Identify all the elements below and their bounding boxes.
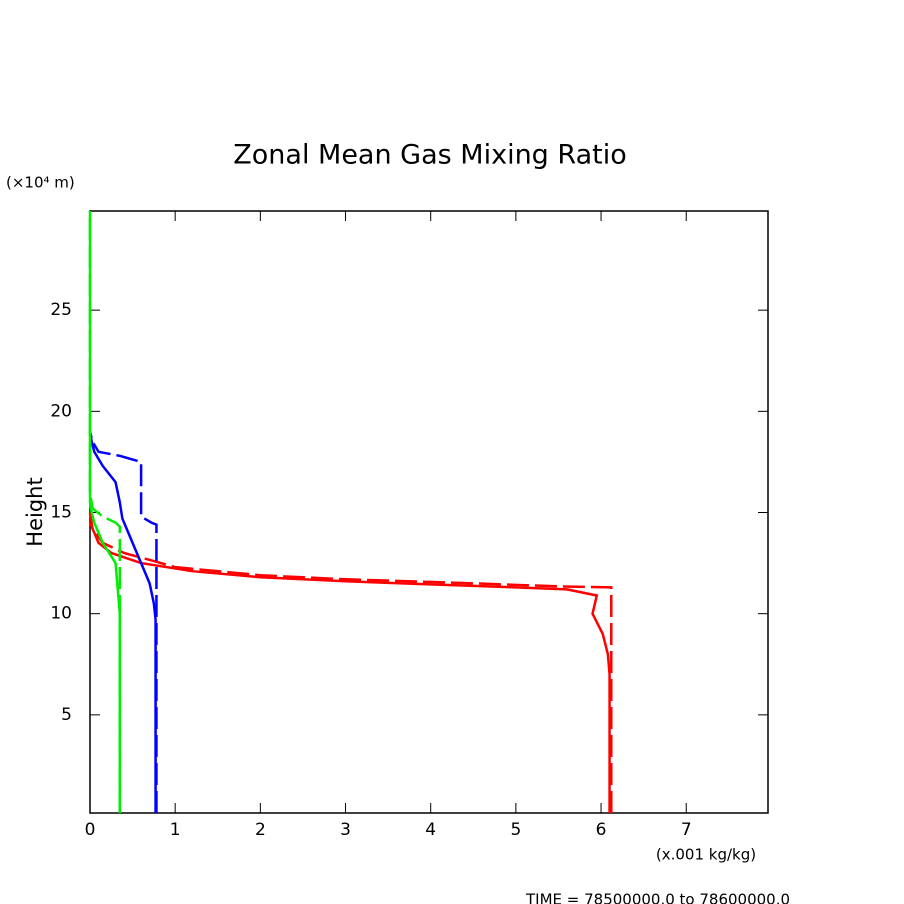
profile-line [88,522,611,813]
y-tick-label: 25 [50,300,72,320]
profile-line [88,512,613,813]
chart-title: Zonal Mean Gas Mixing Ratio [233,140,626,171]
profile-line [88,431,157,813]
profile-line [88,211,122,813]
x-tick-label: 3 [340,820,351,840]
profile-line [88,211,122,813]
y-unit: (×10⁴ m) [6,174,75,192]
x-tick-label: 5 [510,820,521,840]
x-tick-label: 6 [596,820,607,840]
profile-line [88,431,158,813]
y-tick-label: 15 [50,503,72,523]
y-tick-label: 5 [61,705,72,725]
y-tick-label: 20 [50,401,72,421]
x-tick-label: 4 [425,820,436,840]
plot-frame [89,210,769,814]
x-tick-label: 7 [681,820,692,840]
y-axis-label: Height [23,477,47,546]
x-tick-label: 2 [255,820,266,840]
x-tick-label: 1 [170,820,181,840]
footer: TIME = 78500000.0 to 78600000.0 [525,891,790,904]
x-tick-label: 0 [85,820,96,840]
x-unit: (x.001 kg/kg) [656,846,756,864]
y-tick-label: 10 [50,604,72,624]
